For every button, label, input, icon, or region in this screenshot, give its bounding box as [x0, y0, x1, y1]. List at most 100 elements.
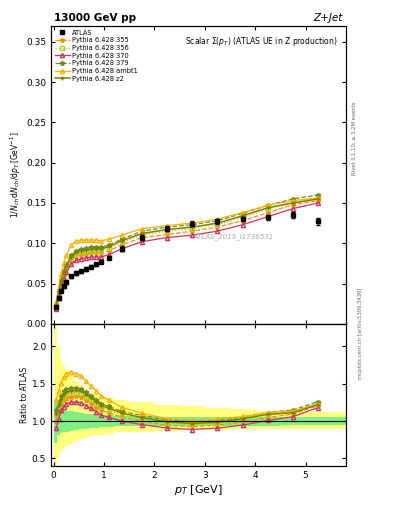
Pythia 6.428 379	[107, 242, 111, 248]
Pythia 6.428 355	[290, 202, 295, 208]
Pythia 6.428 z2	[69, 254, 73, 260]
Pythia 6.428 z2	[107, 243, 111, 249]
Pythia 6.428 z2	[94, 246, 99, 252]
Pythia 6.428 355	[190, 228, 195, 234]
Pythia 6.428 370	[84, 254, 89, 261]
Pythia 6.428 356	[215, 222, 220, 228]
Pythia 6.428 z2	[59, 278, 64, 284]
Pythia 6.428 355	[265, 209, 270, 216]
Pythia 6.428 355	[240, 218, 245, 224]
Pythia 6.428 370	[215, 228, 220, 234]
Pythia 6.428 ambt1	[69, 242, 73, 248]
Pythia 6.428 355	[89, 250, 94, 256]
Pythia 6.428 355	[79, 251, 84, 258]
Pythia 6.428 356	[240, 215, 245, 221]
Pythia 6.428 356	[265, 206, 270, 212]
Pythia 6.428 379	[61, 268, 66, 274]
Pythia 6.428 370	[316, 200, 320, 206]
Pythia 6.428 379	[84, 245, 89, 251]
Pythia 6.428 370	[94, 254, 99, 260]
Pythia 6.428 355	[54, 304, 59, 310]
Pythia 6.428 z2	[190, 224, 195, 230]
Pythia 6.428 z2	[290, 200, 295, 206]
Pythia 6.428 379	[165, 224, 169, 230]
Line: Pythia 6.428 356: Pythia 6.428 356	[54, 196, 320, 307]
Pythia 6.428 379	[119, 236, 124, 242]
Pythia 6.428 379	[64, 261, 68, 267]
Pythia 6.428 ambt1	[84, 237, 89, 243]
Pythia 6.428 z2	[79, 247, 84, 253]
Pythia 6.428 ambt1	[74, 238, 79, 244]
Pythia 6.428 370	[61, 275, 66, 282]
Pythia 6.428 379	[190, 222, 195, 228]
Pythia 6.428 ambt1	[165, 222, 169, 228]
Pythia 6.428 356	[119, 240, 124, 246]
Pythia 6.428 355	[165, 231, 169, 238]
Pythia 6.428 355	[61, 272, 66, 279]
Pythia 6.428 370	[99, 254, 104, 260]
Pythia 6.428 370	[140, 239, 144, 245]
Pythia 6.428 356	[74, 251, 79, 257]
Pythia 6.428 ambt1	[56, 285, 61, 291]
Pythia 6.428 z2	[54, 302, 59, 308]
Pythia 6.428 z2	[89, 246, 94, 252]
Pythia 6.428 370	[265, 214, 270, 220]
Pythia 6.428 379	[140, 228, 144, 234]
Pythia 6.428 355	[74, 253, 79, 259]
Pythia 6.428 z2	[265, 205, 270, 211]
Pythia 6.428 355	[119, 242, 124, 248]
Pythia 6.428 z2	[84, 247, 89, 253]
Pythia 6.428 370	[79, 255, 84, 262]
Pythia 6.428 ambt1	[140, 226, 144, 232]
Pythia 6.428 ambt1	[290, 198, 295, 204]
Pythia 6.428 z2	[99, 246, 104, 252]
Pythia 6.428 z2	[74, 249, 79, 255]
Pythia 6.428 379	[316, 192, 320, 198]
Pythia 6.428 370	[59, 283, 64, 289]
Pythia 6.428 379	[99, 244, 104, 250]
Pythia 6.428 356	[84, 248, 89, 254]
Line: Pythia 6.428 379: Pythia 6.428 379	[54, 193, 321, 307]
Pythia 6.428 356	[69, 254, 73, 261]
Pythia 6.428 356	[59, 279, 64, 285]
Pythia 6.428 379	[265, 202, 270, 208]
Pythia 6.428 355	[215, 224, 220, 230]
Y-axis label: Ratio to ATLAS: Ratio to ATLAS	[20, 367, 29, 423]
Pythia 6.428 370	[89, 254, 94, 260]
Pythia 6.428 356	[94, 247, 99, 253]
Pythia 6.428 379	[69, 252, 73, 259]
Pythia 6.428 z2	[215, 220, 220, 226]
Pythia 6.428 z2	[240, 213, 245, 219]
Pythia 6.428 ambt1	[99, 238, 104, 244]
Pythia 6.428 355	[316, 198, 320, 204]
Line: Pythia 6.428 355: Pythia 6.428 355	[54, 198, 321, 309]
Pythia 6.428 379	[79, 246, 84, 252]
Text: Rivet 3.1.10; ≥ 3.2M events: Rivet 3.1.10; ≥ 3.2M events	[352, 101, 357, 175]
Text: Z+Jet: Z+Jet	[314, 13, 343, 23]
Pythia 6.428 379	[56, 289, 61, 295]
Pythia 6.428 356	[89, 247, 94, 253]
Pythia 6.428 370	[54, 306, 59, 312]
Pythia 6.428 ambt1	[59, 271, 64, 277]
Pythia 6.428 z2	[64, 263, 68, 269]
Text: Scalar $\Sigma(p_T)$ (ATLAS UE in Z production): Scalar $\Sigma(p_T)$ (ATLAS UE in Z prod…	[185, 34, 337, 48]
Pythia 6.428 ambt1	[89, 237, 94, 243]
Pythia 6.428 379	[59, 276, 64, 283]
Pythia 6.428 ambt1	[64, 252, 68, 259]
Pythia 6.428 355	[59, 281, 64, 287]
Pythia 6.428 z2	[61, 269, 66, 275]
Pythia 6.428 356	[316, 194, 320, 200]
Line: Pythia 6.428 370: Pythia 6.428 370	[54, 201, 320, 311]
Pythia 6.428 355	[69, 258, 73, 264]
Pythia 6.428 ambt1	[54, 299, 59, 305]
Pythia 6.428 379	[74, 247, 79, 253]
Pythia 6.428 ambt1	[94, 237, 99, 243]
Y-axis label: $1/N_\mathrm{ch}\,\mathrm{d}N_\mathrm{ch}/\mathrm{d}p_T\,[\mathrm{GeV}^{-1}]$: $1/N_\mathrm{ch}\,\mathrm{d}N_\mathrm{ch…	[9, 132, 23, 218]
Pythia 6.428 356	[54, 302, 59, 308]
Pythia 6.428 355	[107, 247, 111, 253]
Pythia 6.428 ambt1	[61, 260, 66, 266]
Pythia 6.428 356	[107, 245, 111, 251]
Pythia 6.428 370	[190, 232, 195, 238]
Legend: ATLAS, Pythia 6.428 355, Pythia 6.428 356, Pythia 6.428 370, Pythia 6.428 379, P: ATLAS, Pythia 6.428 355, Pythia 6.428 35…	[53, 28, 140, 83]
Pythia 6.428 379	[54, 302, 59, 308]
